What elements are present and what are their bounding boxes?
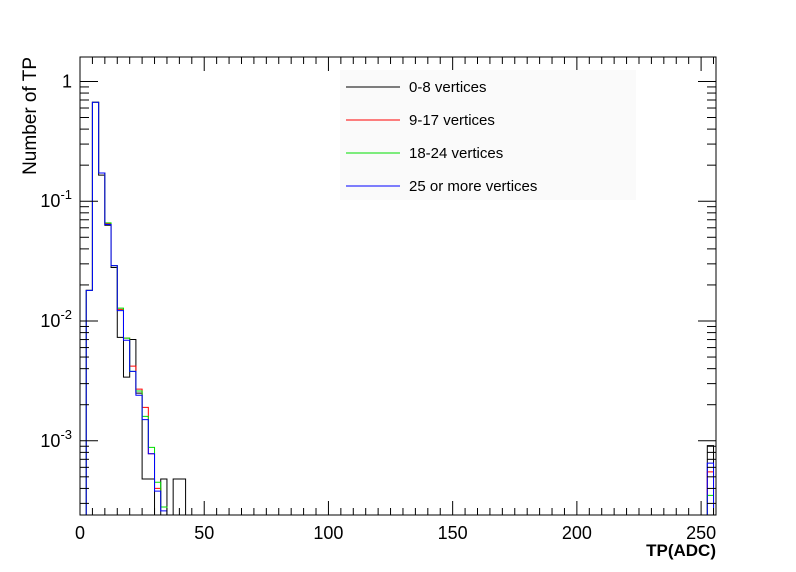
legend-label: 0-8 vertices (409, 79, 487, 96)
plot-frame (79, 56, 717, 516)
x-axis-label: TP(ADC) (646, 541, 716, 560)
x-tick-label: 200 (562, 523, 592, 543)
y-tick-label: 10-2 (40, 307, 72, 331)
x-tick-label: 250 (686, 523, 716, 543)
x-tick-label: 100 (313, 523, 343, 543)
tick-layer: 0 50 100 150 200 250 10-3 10-2 10-1 1 (40, 57, 716, 543)
y-tick-label: 1 (62, 71, 72, 91)
legend-label: 18-24 vertices (409, 145, 503, 162)
y-tick-label: 10-3 (40, 427, 72, 451)
x-tick-label: 150 (438, 523, 468, 543)
x-tick-label: 0 (75, 523, 85, 543)
legend-box (340, 70, 636, 200)
legend-label: 25 or more vertices (409, 178, 537, 195)
y-axis-label: Number of TP (20, 57, 41, 175)
legend: 0-8 vertices 9-17 vertices 18-24 vertices 2… (340, 70, 636, 200)
legend-label: 9-17 vertices (409, 112, 495, 129)
x-tick-label: 50 (194, 523, 214, 543)
y-tick-label: 10-1 (40, 187, 72, 211)
